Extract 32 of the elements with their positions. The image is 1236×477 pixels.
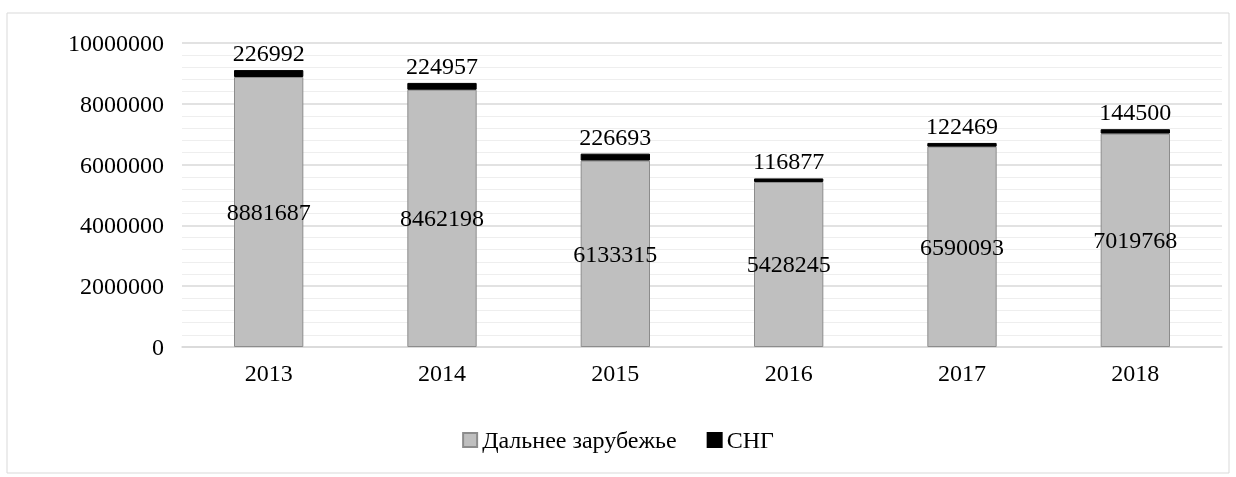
y-tick-label: 10000000 [68, 30, 164, 56]
x-tick-label: 2017 [938, 360, 986, 386]
data-label: 226992 [232, 40, 305, 67]
y-tick-label: 6000000 [80, 151, 164, 178]
data-label: 8462198 [400, 205, 484, 232]
data-label: 224957 [406, 52, 478, 79]
bar [234, 70, 304, 77]
y-tick-label: 2000000 [80, 273, 164, 300]
data-label: 6590093 [920, 233, 1004, 260]
data-label: 116877 [753, 148, 825, 175]
legend-label: Дальнее зарубежье [482, 427, 677, 453]
data-label: 8881687 [226, 199, 311, 225]
bar [580, 153, 650, 161]
x-tick-label: 2013 [244, 360, 293, 386]
data-label: 7019768 [1093, 227, 1178, 254]
bar [754, 178, 824, 182]
data-label: 122469 [926, 112, 998, 139]
y-tick-label: 4000000 [80, 212, 164, 239]
y-tick-label: 8000000 [80, 90, 164, 117]
x-tick-label: 2015 [591, 360, 640, 386]
data-label: 226693 [579, 123, 652, 150]
data-label: 5428245 [746, 251, 831, 278]
x-tick-label: 2018 [1111, 360, 1160, 386]
legend-label: СНГ [726, 427, 774, 453]
bar [1100, 129, 1170, 134]
data-label: 6133315 [573, 240, 658, 267]
bar [927, 142, 997, 147]
data-label: 144500 [1099, 99, 1172, 126]
x-tick-label: 2016 [764, 360, 813, 386]
bar [407, 82, 477, 90]
x-tick-label: 2014 [418, 360, 466, 386]
y-tick-label: 0 [152, 334, 164, 360]
